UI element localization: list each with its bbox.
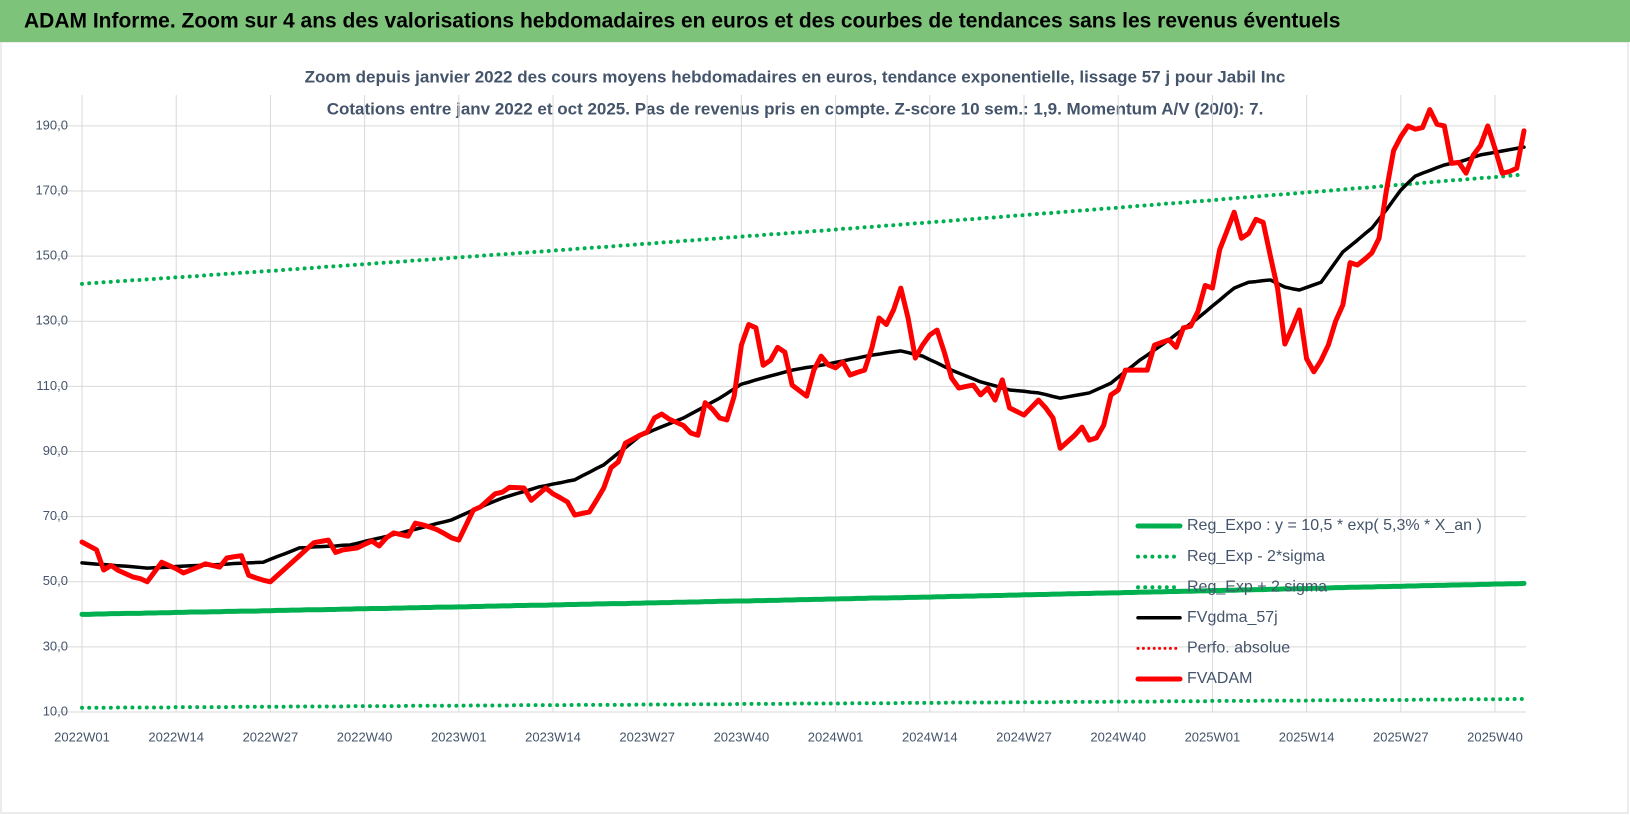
x-tick-label: 2023W40 xyxy=(714,729,770,744)
y-tick-label: 190,0 xyxy=(35,117,68,132)
x-tick-label: 2025W40 xyxy=(1467,729,1523,744)
legend-label: FVADAM xyxy=(1187,670,1252,687)
series-line xyxy=(80,145,1526,570)
y-tick-label: 50,0 xyxy=(43,573,68,588)
x-tick-label: 2025W01 xyxy=(1185,729,1241,744)
series-line xyxy=(79,580,1527,617)
x-tick-label: 2022W14 xyxy=(148,729,204,744)
x-tick-label: 2024W27 xyxy=(996,729,1052,744)
y-tick-label: 170,0 xyxy=(35,182,68,197)
y-tick-label: 110,0 xyxy=(36,378,68,393)
x-tick-label: 2025W27 xyxy=(1373,729,1429,744)
x-tick-label: 2023W27 xyxy=(619,729,675,744)
series-line xyxy=(80,696,1526,710)
series-line xyxy=(79,107,1527,585)
chart-title: Zoom depuis janvier 2022 des cours moyen… xyxy=(305,67,1286,86)
x-tick-label: 2023W01 xyxy=(431,729,487,744)
x-tick-label: 2023W14 xyxy=(525,729,581,744)
x-tick-label: 2024W40 xyxy=(1090,729,1146,744)
header-bar xyxy=(0,0,1630,42)
chart-subtitle: Cotations entre janv 2022 et oct 2025. P… xyxy=(327,99,1264,118)
legend-label: Perfo. absolue xyxy=(1187,640,1290,657)
x-tick-label: 2024W01 xyxy=(808,729,864,744)
x-tick-label: 2025W14 xyxy=(1279,729,1335,744)
legend-label: Reg_Expo : y = 10,5 * exp( 5,3% * X_an ) xyxy=(1187,517,1482,534)
x-tick-label: 2022W40 xyxy=(337,729,393,744)
y-tick-label: 70,0 xyxy=(43,508,68,523)
plot-area xyxy=(79,107,1527,710)
x-tick-label: 2022W01 xyxy=(54,729,110,744)
x-tick-label: 2024W14 xyxy=(902,729,958,744)
y-tick-label: 130,0 xyxy=(35,313,68,328)
y-tick-label: 10,0 xyxy=(43,703,68,718)
grid: 10,0 30,0 50,0 70,0 90,0 110,0 130,0 150,0 170,0… xyxy=(35,95,1526,744)
x-tick-label: 2022W27 xyxy=(243,729,299,744)
legend-label: FVgdma_57j xyxy=(1187,609,1278,626)
legend-label: Reg_Exp + 2 sigma xyxy=(1187,578,1327,595)
legend: Reg_Expo : y = 10,5 * exp( 5,3% * X_an )… xyxy=(1135,517,1482,687)
y-tick-label: 150,0 xyxy=(35,248,68,263)
legend-label: Reg_Exp - 2*sigma xyxy=(1187,548,1325,565)
y-tick-label: 30,0 xyxy=(43,638,68,653)
y-tick-label: 90,0 xyxy=(43,443,68,458)
header-title: ADAM Informe. Zoom sur 4 ans des valoris… xyxy=(24,10,1340,33)
